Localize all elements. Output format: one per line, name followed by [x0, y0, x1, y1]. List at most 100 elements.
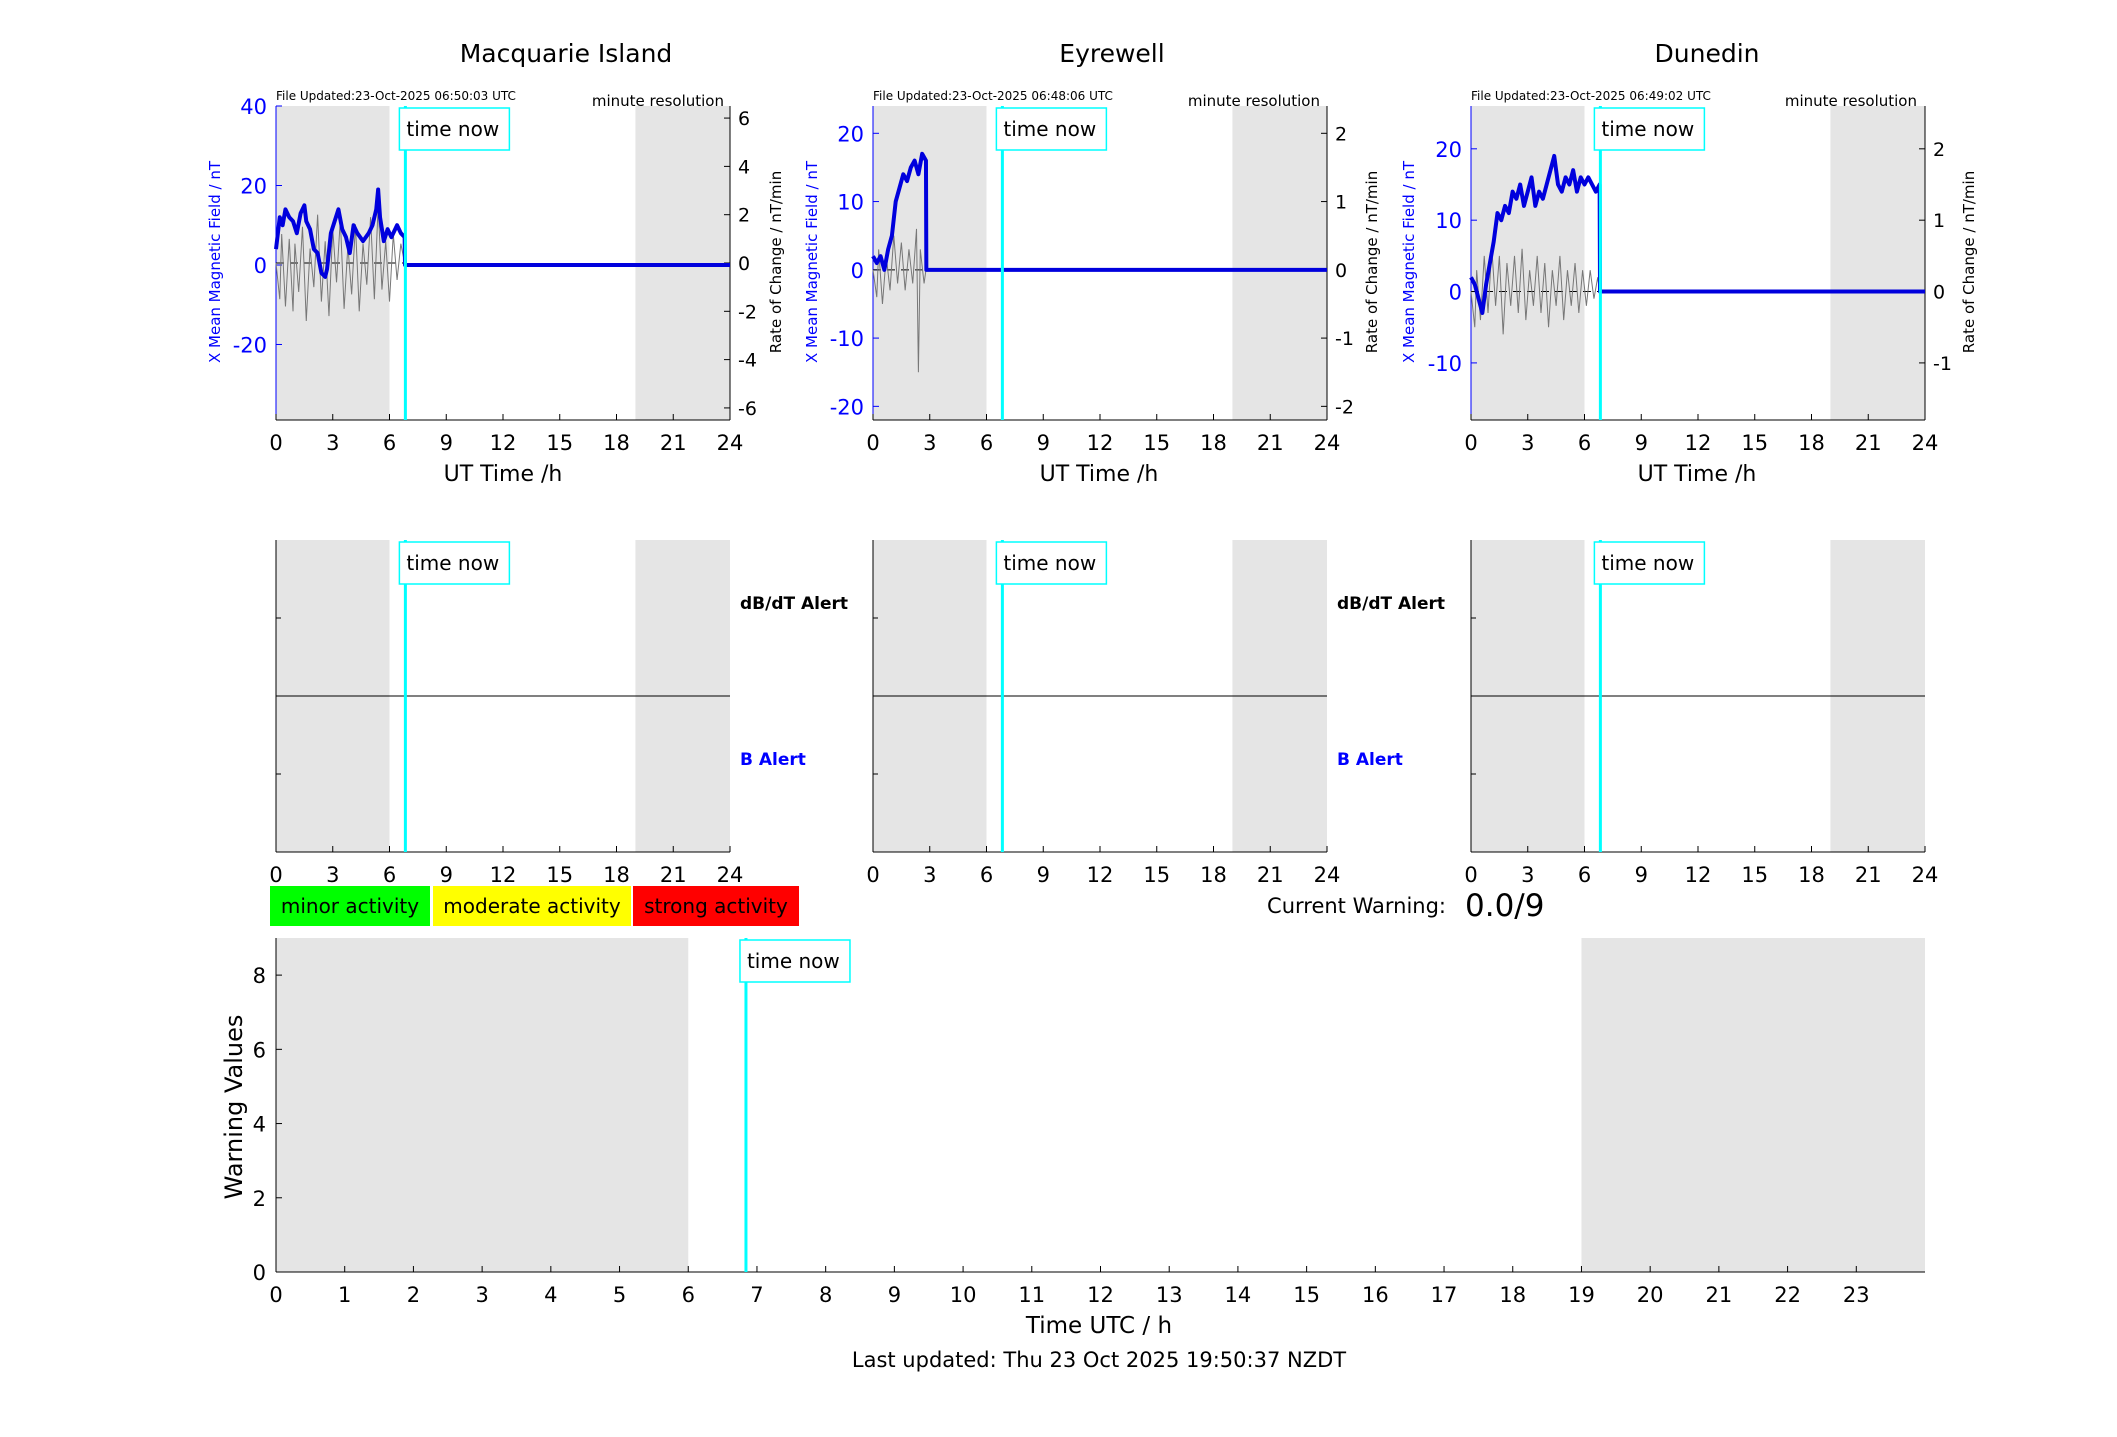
- x-tick-label-al0-12: 12: [490, 863, 517, 887]
- x-tick-label-warn-10: 10: [950, 1283, 977, 1307]
- warning-y-tick-label-0: 0: [253, 1261, 266, 1285]
- night-shade-1-1: [1232, 106, 1327, 420]
- time-now-label-top1: time now: [1003, 117, 1096, 141]
- resolution-dunedin: minute resolution: [1785, 92, 1917, 110]
- file-updated-macquarie: File Updated:23-Oct-2025 06:50:03 UTC: [276, 89, 516, 103]
- right-tick-label-1-0: 0: [1335, 260, 1347, 282]
- left-tick-label-2-20: 20: [1435, 138, 1462, 162]
- x-tick-label-warn-5: 5: [613, 1283, 626, 1307]
- xlabel-eyrewell: UT Time /h: [1040, 462, 1159, 487]
- x-tick-label-warn-21: 21: [1706, 1283, 1733, 1307]
- left-tick-label-2--10: -10: [1428, 352, 1462, 376]
- right-tick-label-2--1: -1: [1933, 353, 1952, 375]
- x-tick-label-warn-6: 6: [682, 1283, 695, 1307]
- x-tick-label-al2-12: 12: [1685, 863, 1712, 887]
- left-tick-label-2-10: 10: [1435, 209, 1462, 233]
- time-now-label-al2: time now: [1601, 551, 1694, 575]
- x-tick-label-top2-18: 18: [1798, 431, 1825, 455]
- alert-panel-2: 0 3 6 9 12 15 18 21 24 time now: [1464, 540, 1938, 887]
- time-now-label-al0: time now: [406, 551, 499, 575]
- x-tick-label-warn-19: 19: [1568, 1283, 1595, 1307]
- left-tick-label-1-20: 20: [837, 122, 864, 146]
- rate-series-0: [275, 205, 406, 321]
- warning-y-tick-label-2: 2: [253, 1187, 266, 1211]
- left-tick-label-1-10: 10: [837, 191, 864, 215]
- x-tick-label-warn-22: 22: [1774, 1283, 1801, 1307]
- time-now-box-al2: [1593, 541, 1706, 585]
- x-tick-label-al2-3: 3: [1521, 863, 1534, 887]
- right-tick-label-1-2: 2: [1335, 123, 1347, 145]
- left-tick-label-0-40: 40: [240, 95, 267, 119]
- xlabel-dunedin: UT Time /h: [1638, 462, 1757, 487]
- warning-shade-0: [276, 938, 689, 1272]
- x-tick-label-top0-18: 18: [603, 431, 630, 455]
- x-tick-label-al0-9: 9: [440, 863, 453, 887]
- warning-ylabel: Warning Values: [220, 1015, 248, 1200]
- x-tick-label-top1-3: 3: [923, 431, 936, 455]
- warning-y-tick-label-8: 8: [253, 964, 266, 988]
- x-tick-label-top2-9: 9: [1635, 431, 1648, 455]
- right-tick-label-0--2: -2: [738, 301, 757, 323]
- alert-panels: 0 3 6 9 12 15 18 21 24 time now 0 3 6 9 12 15 18 21 24 time…: [269, 540, 1938, 887]
- x-tick-label-warn-15: 15: [1293, 1283, 1320, 1307]
- time-now-box-warn: [739, 939, 851, 983]
- x-tick-label-al2-6: 6: [1578, 863, 1591, 887]
- right-tick-label-1--2: -2: [1335, 396, 1354, 418]
- night-shade-1-0: [873, 106, 987, 420]
- x-tick-label-warn-3: 3: [475, 1283, 488, 1307]
- warning-xlabel: Time UTC / h: [1025, 1313, 1172, 1339]
- left-tick-label-1-0: 0: [851, 259, 864, 283]
- file-updated-dunedin: File Updated:23-Oct-2025 06:49:02 UTC: [1471, 89, 1711, 103]
- warning-y-tick-label-6: 6: [253, 1038, 266, 1062]
- right-tick-label-1--1: -1: [1335, 328, 1354, 350]
- x-tick-label-al2-21: 21: [1855, 863, 1882, 887]
- legend-strong-label: strong activity: [644, 894, 788, 918]
- legend-minor-swatch: [270, 886, 430, 926]
- x-tick-label-top1-6: 6: [980, 431, 993, 455]
- left-tick-label-1--10: -10: [830, 327, 864, 351]
- x-tick-label-top2-0: 0: [1464, 431, 1477, 455]
- x-tick-label-warn-20: 20: [1637, 1283, 1664, 1307]
- right-tick-label-2-0: 0: [1933, 282, 1945, 304]
- x-tick-label-al1-9: 9: [1037, 863, 1050, 887]
- ylabel-left-macquarie: X Mean Magnetic Field / nT: [206, 160, 224, 363]
- legend-minor-label: minor activity: [281, 894, 419, 918]
- x-tick-label-al1-3: 3: [923, 863, 936, 887]
- b-alert-label-macquarie: B Alert: [740, 750, 806, 770]
- x-tick-label-al2-15: 15: [1741, 863, 1768, 887]
- x-tick-label-top0-15: 15: [546, 431, 573, 455]
- ylabel-left-eyrewell: X Mean Magnetic Field / nT: [803, 160, 821, 363]
- x-tick-label-al0-6: 6: [383, 863, 396, 887]
- left-tick-label-2-0: 0: [1449, 281, 1462, 305]
- ylabel-left-dunedin: X Mean Magnetic Field / nT: [1400, 160, 1418, 363]
- last-updated-footer: Last updated: Thu 23 Oct 2025 19:50:37 N…: [852, 1348, 1346, 1372]
- left-tick-label-0-0: 0: [254, 254, 267, 278]
- warning-y-tick-label-4: 4: [253, 1113, 266, 1137]
- x-tick-label-al0-15: 15: [546, 863, 573, 887]
- legend-moderate-label: moderate activity: [443, 894, 621, 918]
- x-tick-label-warn-1: 1: [338, 1283, 351, 1307]
- x-tick-label-top0-0: 0: [269, 431, 282, 455]
- current-warning-label: Current Warning:: [1267, 894, 1446, 918]
- x-tick-label-top1-0: 0: [866, 431, 879, 455]
- x-tick-label-warn-7: 7: [750, 1283, 763, 1307]
- x-tick-label-al0-18: 18: [603, 863, 630, 887]
- x-tick-label-top0-12: 12: [490, 431, 517, 455]
- x-tick-label-top1-24: 24: [1314, 431, 1341, 455]
- x-tick-label-warn-9: 9: [888, 1283, 901, 1307]
- x-tick-label-warn-0: 0: [269, 1283, 282, 1307]
- time-now-label-al1: time now: [1003, 551, 1096, 575]
- time-now-box-top2: [1593, 107, 1706, 151]
- x-tick-label-top2-15: 15: [1741, 431, 1768, 455]
- right-tick-label-0-0: 0: [738, 253, 750, 275]
- x-tick-label-al2-9: 9: [1635, 863, 1648, 887]
- x-tick-label-top2-21: 21: [1855, 431, 1882, 455]
- x-tick-label-top1-21: 21: [1257, 431, 1284, 455]
- time-now-box-top1: [995, 107, 1108, 151]
- x-tick-label-warn-17: 17: [1431, 1283, 1458, 1307]
- x-tick-label-warn-23: 23: [1843, 1283, 1870, 1307]
